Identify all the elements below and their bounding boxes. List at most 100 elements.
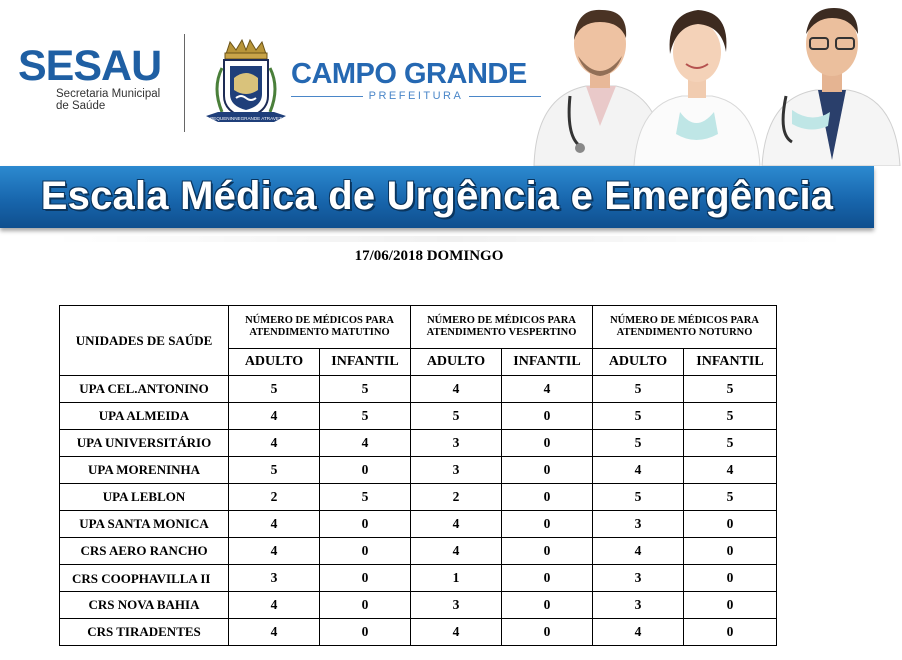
- cell-value: 5: [410, 402, 502, 430]
- cell-value: 4: [228, 510, 320, 538]
- cell-value: 5: [228, 375, 320, 403]
- unit-name: UPA ALMEIDA: [59, 402, 229, 430]
- subheader-child: INFANTIL: [319, 348, 411, 376]
- unit-name: UPA UNIVERSITÁRIO: [59, 429, 229, 457]
- cell-value: 0: [501, 402, 593, 430]
- unit-name: CRS COOPHAVILLA II: [59, 564, 229, 592]
- unit-name: CRS TIRADENTES: [59, 618, 229, 646]
- cell-value: 3: [592, 564, 684, 592]
- cell-value: 0: [683, 618, 777, 646]
- title-banner: Escala Médica de Urgência e Emergência: [0, 166, 874, 228]
- cell-value: 5: [592, 375, 684, 403]
- banner-shadow: [50, 236, 850, 242]
- table-row: UPA MORENINHA 5 0 3 0 4 4: [59, 456, 777, 484]
- table-subheader-row: ADULTO INFANTIL ADULTO INFANTIL ADULTO I…: [60, 348, 777, 376]
- banner-title: Escala Médica de Urgência e Emergência: [40, 174, 834, 218]
- cell-value: 5: [319, 483, 411, 511]
- cell-value: 0: [683, 564, 777, 592]
- doctor-right-figure: [761, 8, 901, 166]
- doctor-middle-figure: [633, 10, 761, 166]
- cell-value: 5: [683, 429, 777, 457]
- cell-value: 3: [410, 456, 502, 484]
- cell-value: 0: [501, 483, 593, 511]
- cell-value: 3: [228, 564, 320, 592]
- cell-value: 2: [228, 483, 320, 511]
- cell-value: 0: [319, 564, 411, 592]
- cell-value: 0: [683, 510, 777, 538]
- unit-name: CRS AERO RANCHO: [59, 537, 229, 565]
- cell-value: 5: [319, 375, 411, 403]
- city-crest-icon: PEQUENINNEGRANDE ATRAVEZ: [206, 38, 286, 122]
- svg-text:PEQUENINNEGRANDE ATRAVEZ: PEQUENINNEGRANDE ATRAVEZ: [210, 116, 282, 121]
- cell-value: 4: [319, 429, 411, 457]
- table-row: UPA CEL.ANTONINO 5 5 4 4 5 5: [59, 375, 777, 403]
- cell-value: 3: [410, 429, 502, 457]
- cell-value: 5: [592, 429, 684, 457]
- cell-value: 4: [592, 618, 684, 646]
- cell-value: 5: [683, 402, 777, 430]
- unit-name: UPA LEBLON: [59, 483, 229, 511]
- cell-value: 0: [319, 510, 411, 538]
- unit-name: UPA SANTA MONICA: [59, 510, 229, 538]
- cell-value: 4: [228, 429, 320, 457]
- cell-value: 0: [319, 591, 411, 619]
- cell-value: 4: [410, 618, 502, 646]
- subheader-child: INFANTIL: [683, 348, 777, 376]
- units-column-header: UNIDADES DE SAÚDE: [59, 305, 229, 376]
- cell-value: 4: [592, 537, 684, 565]
- cell-value: 0: [319, 456, 411, 484]
- table-row: UPA LEBLON 2 5 2 0 5 5: [59, 483, 777, 511]
- cell-value: 0: [501, 510, 593, 538]
- cell-value: 4: [228, 591, 320, 619]
- doctor-left-figure: [533, 9, 667, 166]
- table-row: CRS TIRADENTES 4 0 4 0 4 0: [59, 618, 777, 646]
- cell-value: 2: [410, 483, 502, 511]
- table-row: UPA SANTA MONICA 4 0 4 0 3 0: [59, 510, 777, 538]
- cell-value: 3: [410, 591, 502, 619]
- unit-name: UPA CEL.ANTONINO: [59, 375, 229, 403]
- city-sub-rule-right: [469, 95, 541, 97]
- cell-value: 3: [592, 510, 684, 538]
- table-row: CRS NOVA BAHIA 4 0 3 0 3 0: [59, 591, 777, 619]
- subheader-adult: ADULTO: [228, 348, 320, 376]
- cell-value: 5: [683, 375, 777, 403]
- cell-value: 0: [501, 537, 593, 565]
- city-title: CAMPO GRANDE: [291, 58, 527, 90]
- cell-value: 4: [228, 537, 320, 565]
- cell-value: 4: [501, 375, 593, 403]
- cell-value: 0: [501, 456, 593, 484]
- cell-value: 4: [592, 456, 684, 484]
- cell-value: 5: [228, 456, 320, 484]
- table-row: CRS COOPHAVILLA II 3 0 1 0 3 0: [59, 564, 777, 592]
- sesau-subtitle-line1: Secretaria Municipal: [56, 88, 161, 100]
- cell-value: 0: [501, 429, 593, 457]
- city-subtitle: PREFEITURA: [368, 90, 464, 102]
- header-divider: [184, 34, 185, 132]
- subheader-adult: ADULTO: [592, 348, 684, 376]
- cell-value: 4: [228, 618, 320, 646]
- table-header-row: UNIDADES DE SAÚDE NÚMERO DE MÉDICOS PARA…: [59, 305, 777, 376]
- cell-value: 5: [592, 483, 684, 511]
- afternoon-group-header: NÚMERO DE MÉDICOS PARA ATENDIMENTO VESPE…: [410, 305, 593, 349]
- unit-name: UPA MORENINHA: [59, 456, 229, 484]
- cell-value: 0: [683, 537, 777, 565]
- morning-group-header: NÚMERO DE MÉDICOS PARA ATENDIMENTO MATUT…: [228, 305, 411, 349]
- cell-value: 5: [319, 402, 411, 430]
- cell-value: 4: [410, 537, 502, 565]
- city-sub-rule-left: [291, 95, 363, 97]
- cell-value: 0: [319, 537, 411, 565]
- sesau-subtitle-line2: de Saúde: [56, 100, 106, 112]
- cell-value: 1: [410, 564, 502, 592]
- subheader-child: INFANTIL: [501, 348, 593, 376]
- cell-value: 5: [592, 402, 684, 430]
- sesau-logo-block: SESAU Secretaria Municipal de Saúde: [18, 44, 162, 112]
- cell-value: 5: [683, 483, 777, 511]
- cell-value: 0: [501, 591, 593, 619]
- table-row: UPA ALMEIDA 4 5 5 0 5 5: [59, 402, 777, 430]
- cell-value: 4: [410, 510, 502, 538]
- cell-value: 4: [683, 456, 777, 484]
- table-row: CRS AERO RANCHO 4 0 4 0 4 0: [59, 537, 777, 565]
- cell-value: 0: [683, 591, 777, 619]
- cell-value: 3: [592, 591, 684, 619]
- city-logo-block: CAMPO GRANDE PREFEITURA: [291, 58, 541, 102]
